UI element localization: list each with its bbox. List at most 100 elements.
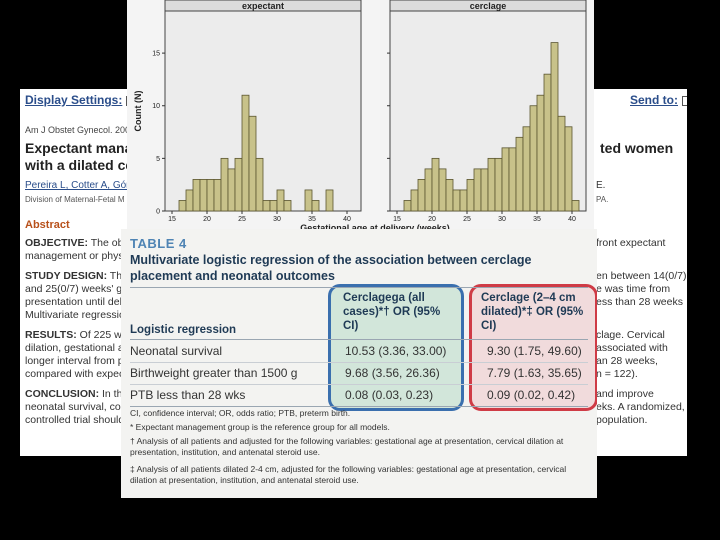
abstract-line-left: CONCLUSION: In this bbox=[25, 388, 130, 400]
row-label: Neonatal survival bbox=[130, 344, 223, 358]
row-divider bbox=[130, 362, 588, 363]
send-to-link[interactable]: Send to: bbox=[630, 93, 687, 107]
abstract-line-left: compared with expect bbox=[25, 368, 127, 380]
histogram-bar bbox=[494, 157, 503, 212]
cell-or-all-cases: 10.53 (3.36, 33.00) bbox=[345, 344, 447, 358]
histogram-bar bbox=[550, 42, 559, 212]
abstract-line-text: controlled trial should bbox=[25, 414, 125, 426]
histogram-bar bbox=[283, 200, 292, 212]
histogram-bar bbox=[304, 189, 313, 212]
x-tick-label: 40 bbox=[568, 216, 576, 223]
affiliation: Division of Maternal-Fetal M bbox=[25, 195, 125, 204]
cell-or-dilated: 0.09 (0.02, 0.42) bbox=[487, 388, 576, 402]
histogram-marks: 15 20 25 30 35 40 0 5 10 15 15 20 25 30 35 40 bbox=[152, 42, 580, 223]
send-to-label: Send to: bbox=[630, 93, 678, 107]
abstract-section-lead: RESULTS: bbox=[25, 329, 77, 341]
histogram-bar bbox=[445, 179, 454, 212]
histogram-bar bbox=[522, 126, 531, 212]
x-tick-label: 25 bbox=[463, 216, 471, 223]
abstract-line-left: OBJECTIVE: The obj bbox=[25, 237, 126, 249]
histogram-bar bbox=[480, 168, 489, 212]
dropdown-icon bbox=[682, 95, 687, 106]
table-4-panel: TABLE 4 Multivariate logistic regression… bbox=[121, 229, 597, 498]
col-header-regression: Logistic regression bbox=[130, 324, 237, 336]
histogram-bar bbox=[192, 179, 201, 212]
histogram-bar bbox=[487, 157, 496, 212]
histogram-bar bbox=[424, 168, 433, 212]
author-list[interactable]: Pereira L, Cotter A, Gómez bbox=[25, 180, 146, 191]
y-tick-label: 0 bbox=[156, 209, 160, 216]
histogram-bar bbox=[515, 136, 524, 212]
panel-cerclage-strip bbox=[389, 0, 587, 12]
table-top-rule bbox=[130, 287, 588, 288]
abstract-line-text: compared with expect bbox=[25, 368, 128, 380]
histogram-bar bbox=[459, 189, 468, 212]
histogram-bar bbox=[241, 94, 250, 212]
panel-expectant-title: expectant bbox=[242, 1, 284, 11]
histogram-bar bbox=[543, 73, 552, 212]
histogram-bar bbox=[403, 200, 412, 212]
histogram-bar bbox=[269, 200, 278, 212]
abstract-line-right: and improve bbox=[596, 388, 654, 400]
abstract-line-text: Multivariate regression bbox=[25, 309, 131, 321]
histogram-bar bbox=[410, 189, 419, 212]
histogram-bar bbox=[431, 157, 440, 212]
histogram-bar bbox=[276, 189, 285, 212]
abstract-line-text: management or physic bbox=[25, 250, 132, 262]
x-tick-label: 30 bbox=[273, 216, 281, 223]
abstract-line-left: longer interval from pre bbox=[25, 355, 133, 367]
cell-or-dilated: 7.79 (1.63, 35.65) bbox=[487, 366, 582, 380]
author-list-tail: E. bbox=[596, 180, 606, 191]
histogram-bar bbox=[466, 179, 475, 212]
y-tick-label: 10 bbox=[152, 103, 160, 110]
abstract-line-left: presentation until deliv bbox=[25, 296, 129, 308]
abstract-line-left: Multivariate regression bbox=[25, 309, 131, 321]
abstract-line-text: The obj bbox=[88, 237, 126, 249]
histogram-bar bbox=[213, 179, 222, 212]
highlight-all-cases bbox=[328, 284, 464, 411]
abstract-line-right: e was time from bbox=[596, 283, 671, 295]
histogram-bar bbox=[178, 200, 187, 212]
affiliation-tail: PA. bbox=[596, 195, 609, 204]
highlight-dilated bbox=[469, 284, 597, 411]
abstract-line-right: associated with bbox=[596, 342, 668, 354]
x-tick-label: 20 bbox=[203, 216, 211, 223]
histogram-bar bbox=[311, 200, 320, 212]
abstract-line-left: RESULTS: Of 225 wo bbox=[25, 329, 128, 341]
abstract-line-left: management or physic bbox=[25, 250, 131, 262]
y-tick-label: 15 bbox=[152, 51, 160, 58]
histogram-bar bbox=[417, 179, 426, 212]
row-label: Birthweight greater than 1500 g bbox=[130, 366, 298, 380]
x-tick-label: 20 bbox=[428, 216, 436, 223]
display-settings-link[interactable]: Display Settings: bbox=[25, 93, 137, 107]
histogram-bar bbox=[255, 157, 264, 212]
footnote-dilated: ‡ Analysis of all patients dilated 2-4 c… bbox=[130, 464, 567, 485]
x-tick-label: 40 bbox=[343, 216, 351, 223]
table-header-rule bbox=[130, 339, 588, 340]
histogram-bar bbox=[536, 94, 545, 212]
histogram-bar bbox=[262, 200, 271, 212]
histogram-bar bbox=[557, 115, 566, 212]
histogram-bar bbox=[452, 189, 461, 212]
abstract-heading: Abstract bbox=[25, 219, 70, 231]
histogram-bar bbox=[571, 200, 580, 212]
abstract-line-left: controlled trial should bbox=[25, 414, 124, 426]
row-divider bbox=[130, 384, 588, 385]
histogram-bar bbox=[325, 189, 334, 212]
histogram-bar bbox=[501, 147, 510, 212]
abstract-line-right: en between 14(0/7) bbox=[596, 270, 687, 282]
abstract-section-lead: OBJECTIVE: bbox=[25, 237, 89, 249]
table-caption: Multivariate logistic regression of the … bbox=[130, 253, 532, 283]
abstract-line-left: dilation, gestational ag bbox=[25, 342, 130, 354]
footnote-all-cases: † Analysis of all patients and adjusted … bbox=[130, 436, 564, 457]
histogram-bar bbox=[227, 168, 236, 212]
histogram-bar bbox=[248, 115, 257, 212]
abstract-line-left: STUDY DESIGN: This bbox=[25, 270, 130, 282]
article-title-line1-right: ted women bbox=[600, 140, 674, 156]
footnote-reference-group: * Expectant management group is the refe… bbox=[130, 422, 390, 432]
histogram-bar bbox=[199, 179, 208, 212]
citation: Am J Obstet Gynecol. 2007 bbox=[25, 125, 136, 135]
table-row: Birthweight greater than 1500 g 9.68 (3.5… bbox=[130, 363, 588, 385]
cell-or-dilated: 9.30 (1.75, 49.60) bbox=[487, 344, 582, 358]
histogram-bar bbox=[529, 105, 538, 212]
